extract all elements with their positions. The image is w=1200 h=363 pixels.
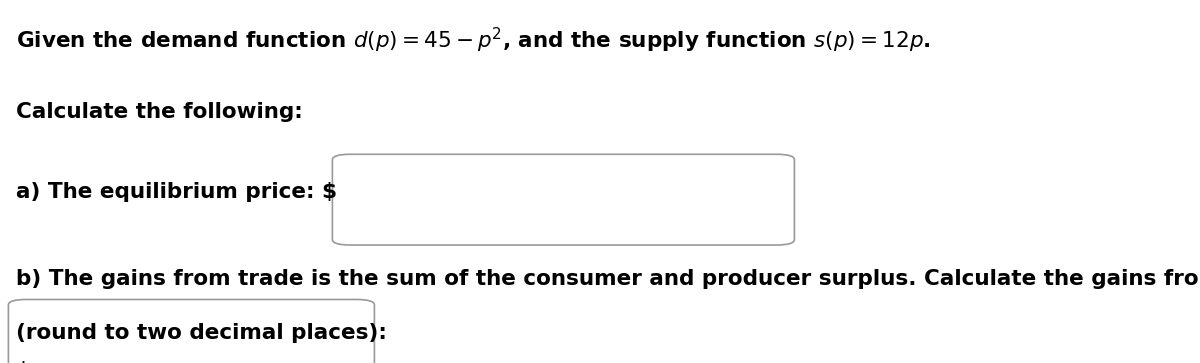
Text: Calculate the following:: Calculate the following:	[16, 102, 302, 122]
FancyBboxPatch shape	[332, 154, 794, 245]
Text: b) The gains from trade is the sum of the consumer and producer surplus. Calcula: b) The gains from trade is the sum of th…	[16, 269, 1200, 289]
Text: (round to two decimal places):: (round to two decimal places):	[16, 323, 386, 343]
Text: a) The equilibrium price: $: a) The equilibrium price: $	[16, 182, 337, 201]
Text: Given the demand function $d(p) = 45 - p^2$, and the supply function $s(p) = 12p: Given the demand function $d(p) = 45 - p…	[16, 25, 930, 54]
Text: $: $	[16, 361, 31, 363]
FancyBboxPatch shape	[8, 299, 374, 363]
